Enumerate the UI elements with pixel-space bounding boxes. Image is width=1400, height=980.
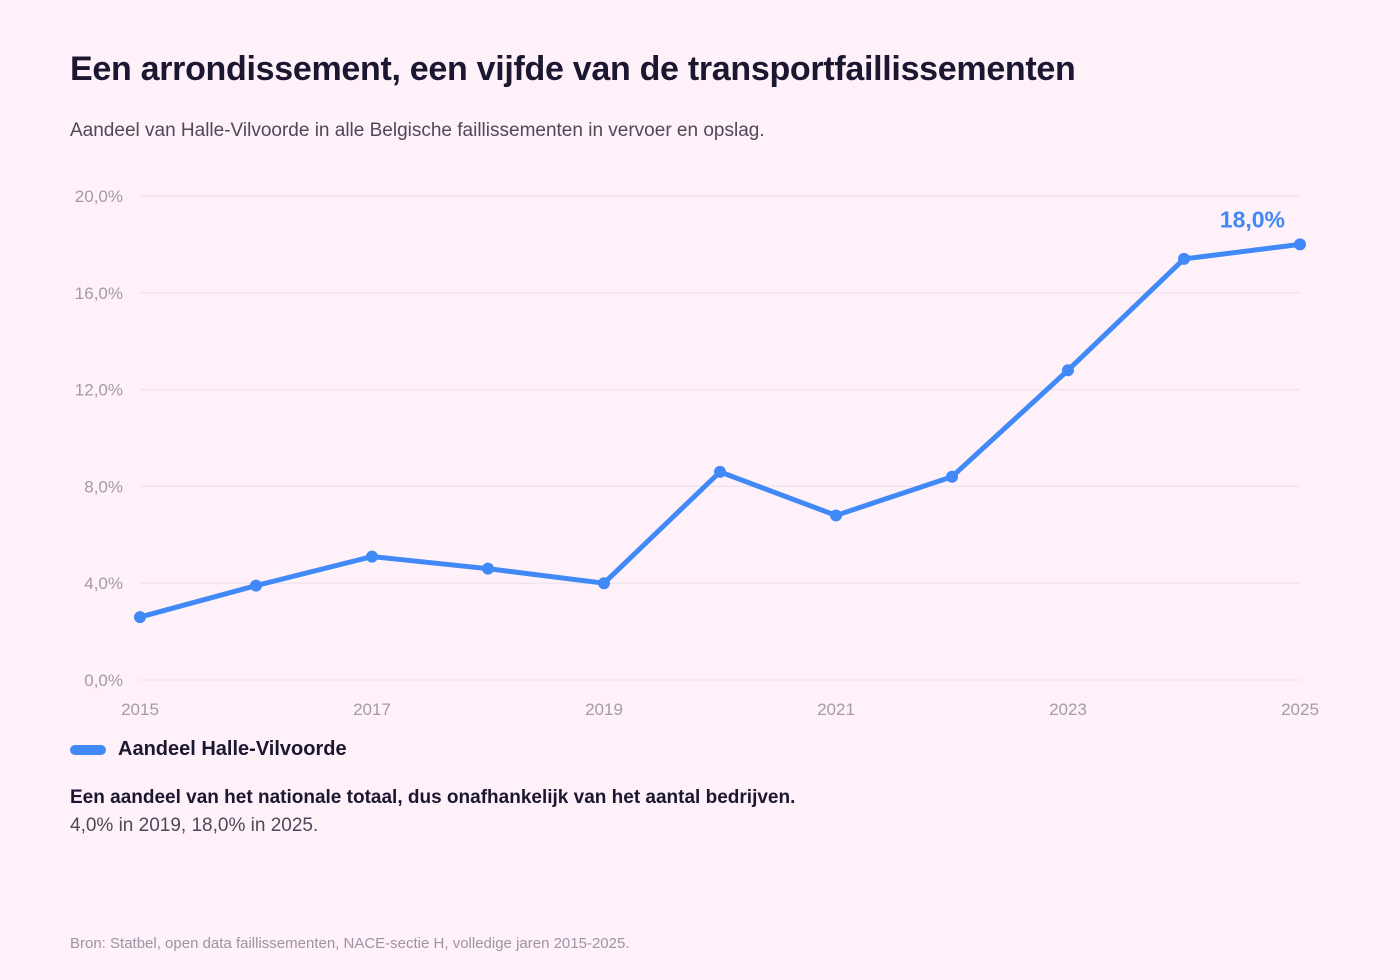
- end-value-label: 18,0%: [1220, 206, 1285, 232]
- legend-label: Aandeel Halle-Vilvoorde: [118, 738, 347, 760]
- y-tick-label: 12,0%: [75, 381, 123, 400]
- data-labels: 18,0%: [1220, 206, 1285, 232]
- y-tick-label: 0,0%: [84, 671, 123, 690]
- note-heading: Een aandeel van het nationale totaal, du…: [70, 787, 796, 808]
- x-tick-label: 2015: [121, 700, 159, 719]
- x-tick-label: 2019: [585, 700, 623, 719]
- legend-swatch: [70, 744, 106, 755]
- x-tick-label: 2021: [817, 700, 855, 719]
- line-chart: 0,0% 4,0% 8,0% 12,0% 16,0% 20,0% 2015 2017 2019…: [75, 187, 1319, 719]
- note-text: 4,0% in 2019, 18,0% in 2025.: [70, 815, 319, 836]
- y-axis-ticks: 0,0% 4,0% 8,0% 12,0% 16,0% 20,0%: [75, 187, 123, 690]
- data-point: [482, 562, 494, 575]
- data-point: [598, 577, 610, 590]
- x-axis-ticks: 2015 2017 2019 2021 2023 2025: [121, 700, 1319, 719]
- data-point: [366, 550, 378, 563]
- series-group: [134, 238, 1306, 624]
- x-tick-label: 2023: [1049, 700, 1087, 719]
- data-point: [250, 579, 262, 592]
- x-tick-label: 2025: [1281, 700, 1319, 719]
- data-point: [1178, 252, 1190, 265]
- series-line: [137, 241, 1303, 620]
- y-tick-label: 4,0%: [84, 574, 123, 593]
- data-point: [946, 470, 958, 483]
- data-point: [714, 465, 726, 478]
- data-point: [1062, 364, 1074, 377]
- chart-subtitle: Aandeel van Halle-Vilvoorde in alle Belg…: [70, 120, 765, 141]
- chart-title: Een arrondissement, een vijfde van de tr…: [70, 50, 1076, 88]
- grid-lines: [140, 195, 1300, 681]
- data-point: [134, 611, 146, 624]
- data-point: [830, 509, 842, 522]
- y-tick-label: 20,0%: [75, 187, 123, 206]
- x-tick-label: 2017: [353, 700, 391, 719]
- y-tick-label: 16,0%: [75, 284, 123, 303]
- data-point: [1294, 238, 1306, 251]
- source-note: Bron: Statbel, open data faillissementen…: [70, 935, 630, 952]
- legend: Aandeel Halle-Vilvoorde: [70, 738, 347, 761]
- y-tick-label: 8,0%: [84, 477, 123, 496]
